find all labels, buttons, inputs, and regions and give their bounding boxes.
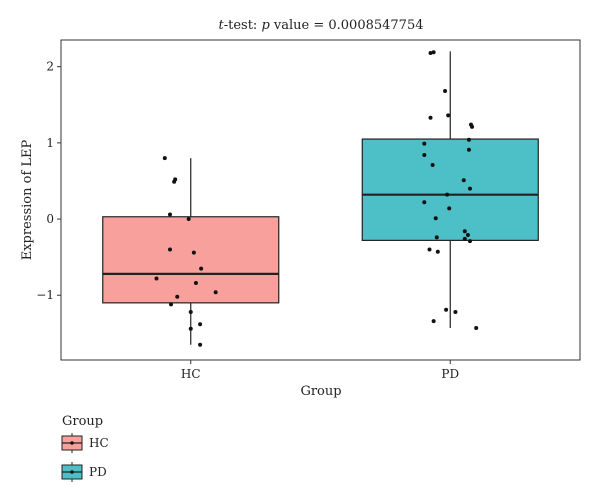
points-layer xyxy=(154,50,479,347)
data-point-pd xyxy=(470,124,475,129)
data-point-pd xyxy=(427,247,432,252)
y-tick-label: −1 xyxy=(36,288,54,302)
data-point-hc xyxy=(169,302,174,307)
data-point-hc xyxy=(154,276,159,281)
data-point-pd xyxy=(445,192,450,197)
legend-label-pd: PD xyxy=(89,465,107,479)
data-point-pd xyxy=(431,50,436,55)
x-tick-label: HC xyxy=(181,367,201,381)
box-hc xyxy=(102,216,280,304)
y-tick-label: 2 xyxy=(46,60,54,74)
data-point-pd xyxy=(461,178,466,183)
data-point-hc xyxy=(198,322,203,327)
box-pd xyxy=(361,138,539,241)
legend-label-hc: HC xyxy=(89,436,109,450)
data-point-hc xyxy=(186,217,191,222)
data-point-hc xyxy=(167,247,172,252)
data-point-pd xyxy=(466,137,471,142)
data-point-hc xyxy=(191,250,196,255)
data-point-pd xyxy=(447,206,452,211)
y-tick-label: 1 xyxy=(46,136,54,150)
data-point-pd xyxy=(462,236,467,241)
title-value: value = 0.0008547754 xyxy=(270,18,424,33)
title-test: -test: xyxy=(224,18,262,33)
data-point-pd xyxy=(431,319,436,324)
data-point-pd xyxy=(467,239,472,244)
data-point-pd xyxy=(428,115,433,120)
title-t: t xyxy=(218,18,224,33)
data-point-hc xyxy=(188,326,193,331)
data-point-pd xyxy=(422,141,427,146)
data-point-hc xyxy=(199,266,204,271)
data-point-pd xyxy=(433,216,438,221)
y-axis-label: Expression of LEP xyxy=(20,139,35,260)
x-tick-label: PD xyxy=(441,367,459,381)
data-point-hc xyxy=(175,294,180,299)
data-point-hc xyxy=(198,342,203,347)
data-point-pd xyxy=(422,153,427,158)
data-point-pd xyxy=(443,89,448,94)
legend-item-pd: PD xyxy=(61,462,107,482)
legend-key-point xyxy=(70,441,74,445)
data-point-hc xyxy=(188,310,193,314)
data-point-hc xyxy=(162,156,167,161)
x-axis-label: Group xyxy=(300,384,341,399)
data-point-pd xyxy=(428,50,433,55)
data-point-hc xyxy=(172,179,177,184)
legend-title: Group xyxy=(62,414,103,429)
data-point-pd xyxy=(435,249,440,254)
data-point-pd xyxy=(462,229,467,234)
boxes-layer xyxy=(102,51,539,345)
data-point-hc xyxy=(167,212,172,217)
data-point-pd xyxy=(434,235,439,240)
data-point-hc xyxy=(193,281,198,286)
chart-title: t-test: p value = 0.0008547754 xyxy=(218,18,423,33)
data-point-pd xyxy=(453,310,458,314)
data-point-pd xyxy=(466,147,471,152)
y-tick-label: 0 xyxy=(46,212,54,226)
data-point-pd xyxy=(467,186,472,191)
data-point-pd xyxy=(444,307,449,312)
data-point-pd xyxy=(465,233,470,238)
legend-key-point xyxy=(70,470,74,474)
x-axis: HC PD xyxy=(181,360,459,381)
legend-item-hc: HC xyxy=(61,433,109,453)
legend-items: HC PD xyxy=(61,433,109,482)
data-point-pd xyxy=(430,162,435,167)
data-point-pd xyxy=(422,200,427,205)
title-p: p xyxy=(261,18,270,33)
data-point-hc xyxy=(213,290,218,295)
legend: Group HC PD xyxy=(61,414,109,482)
data-point-pd xyxy=(474,326,479,330)
data-point-pd xyxy=(446,113,451,118)
y-axis: −1 0 1 2 xyxy=(36,60,61,302)
